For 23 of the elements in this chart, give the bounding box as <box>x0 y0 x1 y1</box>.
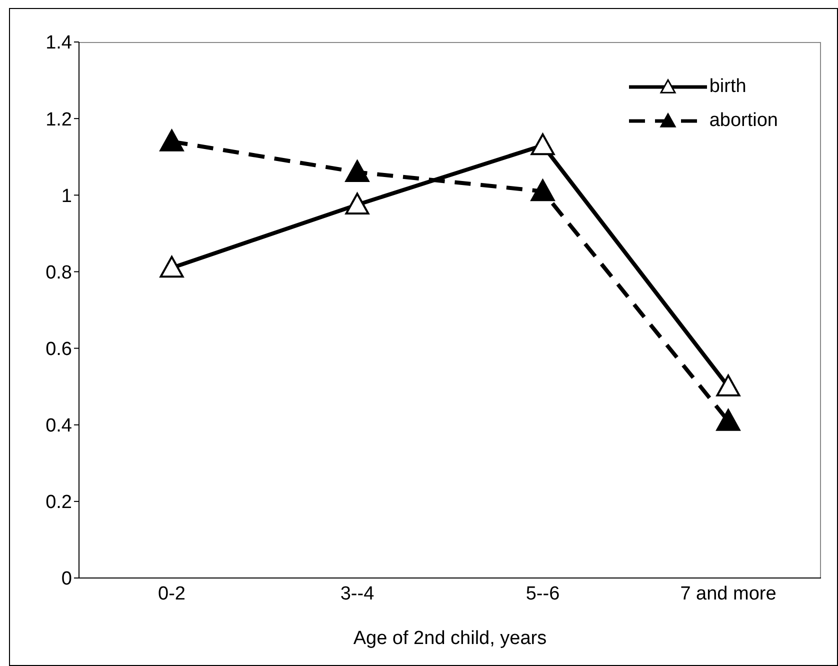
point <box>160 256 184 278</box>
x-tick-label: 3--4 <box>340 583 375 604</box>
y-tick-label: 0.4 <box>46 416 72 437</box>
x-tick-label: 5--6 <box>526 583 560 604</box>
legend-label: birth <box>709 76 746 98</box>
y-tick-label: 0.6 <box>46 339 72 360</box>
y-tick-label: 1.4 <box>46 32 72 54</box>
legend-label: abortion <box>709 110 778 132</box>
x-tick-label: 7 and more <box>680 583 776 604</box>
x-tick-label: 0-2 <box>158 583 186 604</box>
y-tick-label: 0.2 <box>46 492 72 514</box>
y-tick-label: 1.2 <box>46 109 72 130</box>
x-axis-title: Age of 2nd child, years <box>353 628 547 649</box>
point <box>345 192 370 215</box>
point <box>530 133 555 156</box>
y-tick-label: 0.8 <box>46 262 72 284</box>
y-tick-label: 0 <box>61 568 72 590</box>
point <box>716 374 740 396</box>
y-tick-label: 1 <box>61 186 72 207</box>
point <box>160 130 184 152</box>
point <box>530 179 555 202</box>
point <box>716 409 740 431</box>
point <box>345 160 370 182</box>
